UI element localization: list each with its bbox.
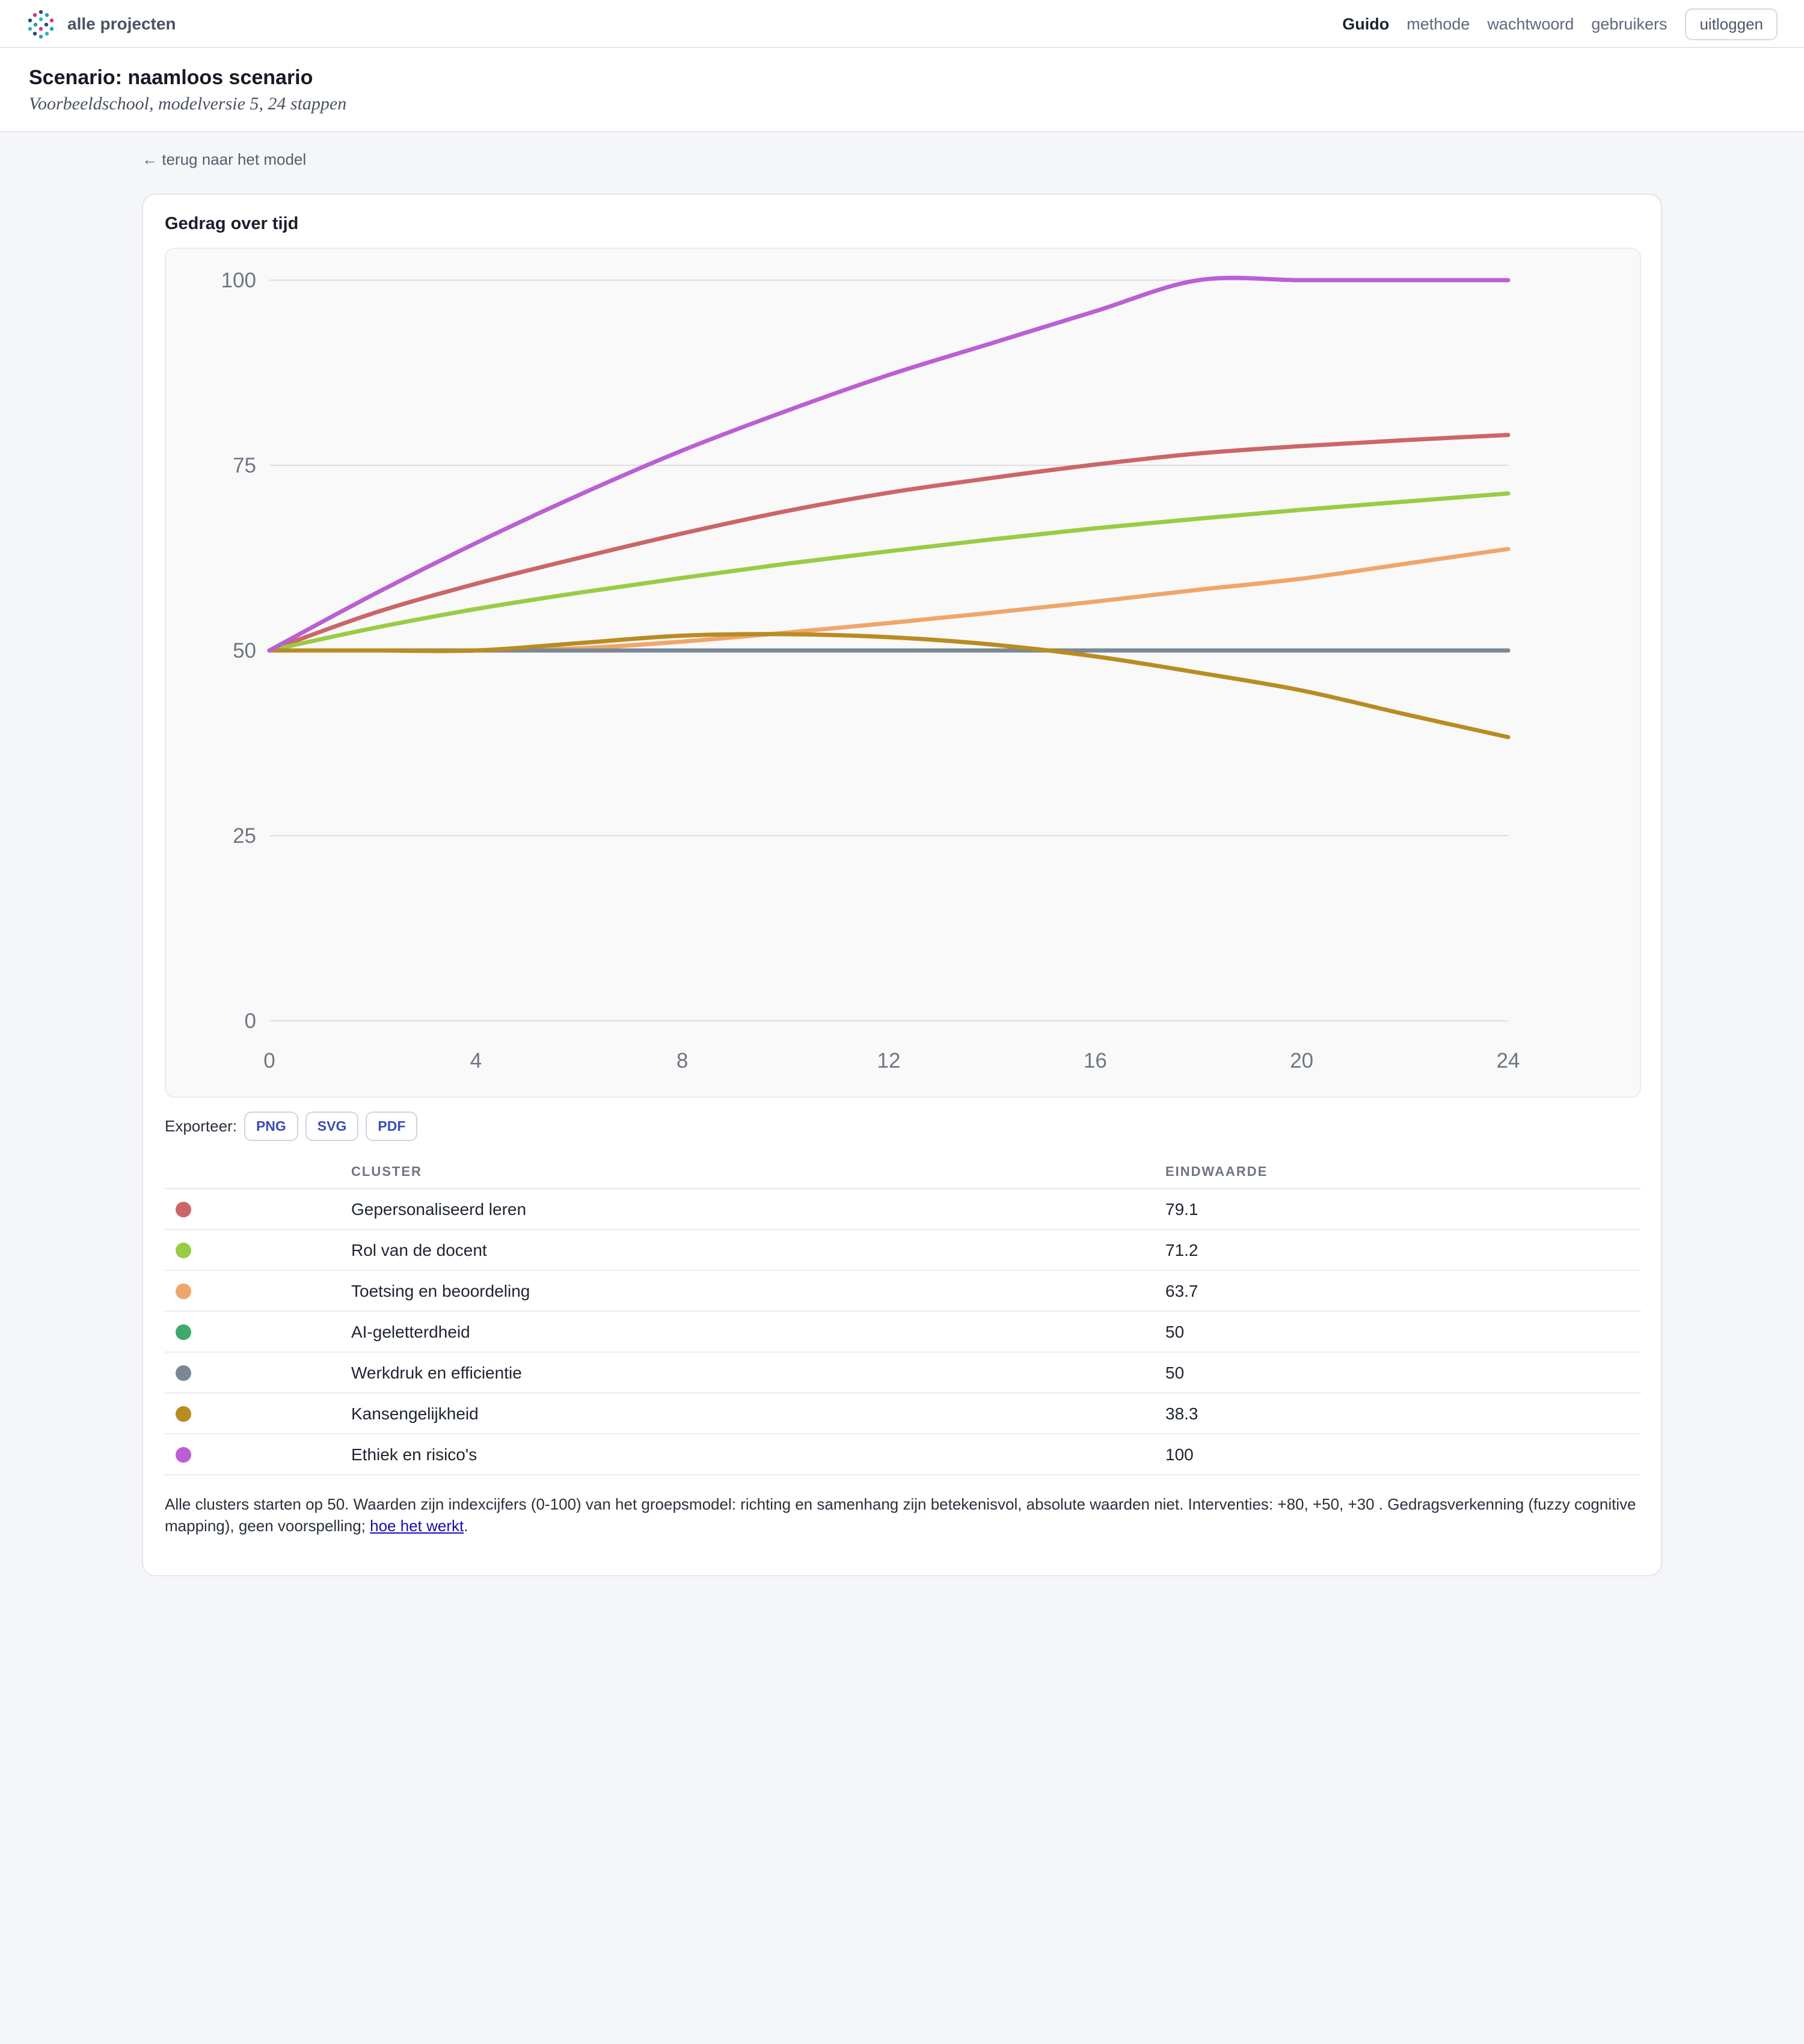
how-it-works-link[interactable]: hoe het werkt [370, 1517, 464, 1535]
series-line-ethiek-en-risico-s [267, 275, 1511, 653]
cluster-name-cell: Werkdruk en efficientie [351, 1363, 522, 1382]
y-tick-label: 0 [245, 1009, 256, 1033]
end-value-cell: 71.2 [1165, 1241, 1198, 1259]
export-pdf-button[interactable]: PDF [366, 1111, 418, 1141]
line-chart-panel: 0 25 50 75 100 0 4 8 12 16 20 24 [165, 248, 1641, 1098]
table-row: Rol van de docent 71.2 [165, 1230, 1641, 1271]
cluster-color-dot [176, 1243, 191, 1258]
x-tick-label: 16 [1084, 1049, 1107, 1072]
column-header-cluster: CLUSTER [351, 1164, 422, 1179]
y-tick-label: 75 [233, 454, 256, 477]
end-value-cell: 63.7 [1165, 1282, 1198, 1300]
logo-icon [28, 10, 54, 39]
table-row: AI-geletterdheid 50 [165, 1312, 1641, 1353]
x-tick-label: 20 [1290, 1049, 1313, 1072]
scenario-header: Scenario: naamloos scenario Voorbeeldsch… [0, 48, 1804, 132]
behavior-line-chart: 0 25 50 75 100 0 4 8 12 16 20 24 [221, 269, 1520, 1072]
all-projects-link[interactable]: alle projecten [25, 8, 176, 40]
cluster-name-cell: Ethiek en risico's [351, 1445, 477, 1464]
cluster-table: CLUSTER EINDWAARDE Gepersonaliseerd lere… [165, 1158, 1641, 1475]
series-line-rol-van-de-docent [267, 491, 1511, 653]
y-tick-label: 50 [233, 639, 256, 662]
x-tick-label: 8 [677, 1049, 688, 1072]
cluster-color-dot [176, 1447, 191, 1463]
table-row: Kansengelijkheid 38.3 [165, 1394, 1641, 1434]
table-row: Toetsing en beoordeling 63.7 [165, 1271, 1641, 1312]
card-title: Gedrag over tijd [165, 214, 299, 233]
behavior-card: Gedrag over tijd 0 25 50 75 100 0 4 8 12 16 20 24 E… [142, 194, 1662, 1576]
page-subtitle: Voorbeeldschool, modelversie 5, 24 stapp… [29, 94, 347, 114]
end-value-cell: 50 [1165, 1323, 1185, 1341]
export-row: Exporteer: PNG SVG PDF [165, 1111, 425, 1141]
footnote: Alle clusters starten op 50. Waarden zij… [165, 1493, 1638, 1537]
page-title: Scenario: naamloos scenario [29, 66, 313, 89]
main-nav: Guido methode wachtwoord gebruikers uitl… [1342, 8, 1778, 40]
cluster-name-cell: Gepersonaliseerd leren [351, 1200, 527, 1219]
y-tick-label: 25 [233, 824, 256, 848]
footnote-text: Alle clusters starten op 50. Waarden zij… [165, 1495, 1636, 1535]
table-row: Gepersonaliseerd leren 79.1 [165, 1189, 1641, 1230]
top-navigation-bar: alle projecten Guido methode wachtwoord … [0, 0, 1804, 48]
table-row: Werkdruk en efficientie 50 [165, 1353, 1641, 1394]
x-tick-label: 0 [263, 1049, 275, 1072]
cluster-color-dot [176, 1324, 191, 1340]
nav-method[interactable]: methode [1407, 14, 1470, 33]
export-label: Exporteer: [165, 1116, 237, 1135]
table-header: CLUSTER EINDWAARDE [165, 1158, 1641, 1189]
export-png-button[interactable]: PNG [244, 1111, 298, 1141]
cluster-color-dot [176, 1406, 191, 1422]
x-tick-label: 24 [1497, 1049, 1520, 1072]
table-body: Gepersonaliseerd leren 79.1 Rol van de doc… [165, 1189, 1641, 1475]
cluster-name-cell: AI-geletterdheid [351, 1323, 470, 1341]
series-line-gepersonaliseerd-leren [267, 432, 1511, 653]
nav-password[interactable]: wachtwoord [1487, 14, 1574, 33]
table-row: Ethiek en risico's 100 [165, 1434, 1641, 1475]
cluster-name-cell: Toetsing en beoordeling [351, 1282, 530, 1300]
end-value-cell: 100 [1165, 1445, 1194, 1464]
all-projects-label: alle projecten [67, 14, 176, 33]
column-header-end-value: EINDWAARDE [1165, 1164, 1268, 1179]
back-to-model-link[interactable]: ← terug naar het model [142, 150, 307, 168]
nav-user[interactable]: Guido [1342, 14, 1390, 33]
cluster-name-cell: Kansengelijkheid [351, 1404, 479, 1423]
end-value-cell: 38.3 [1165, 1404, 1198, 1423]
export-svg-button[interactable]: SVG [305, 1111, 359, 1141]
y-tick-label: 100 [221, 269, 256, 292]
cluster-name-cell: Rol van de docent [351, 1241, 487, 1259]
x-tick-label: 4 [470, 1049, 482, 1072]
x-tick-label: 12 [877, 1049, 901, 1072]
cluster-color-dot [176, 1284, 191, 1299]
logout-button[interactable]: uitloggen [1685, 8, 1778, 40]
nav-users[interactable]: gebruikers [1591, 14, 1667, 33]
series-line-kansengelijkheid [267, 632, 1511, 739]
end-value-cell: 79.1 [1165, 1200, 1198, 1219]
footnote-end: . [464, 1517, 468, 1535]
end-value-cell: 50 [1165, 1363, 1185, 1382]
cluster-color-dot [176, 1365, 191, 1381]
cluster-color-dot [176, 1202, 191, 1217]
